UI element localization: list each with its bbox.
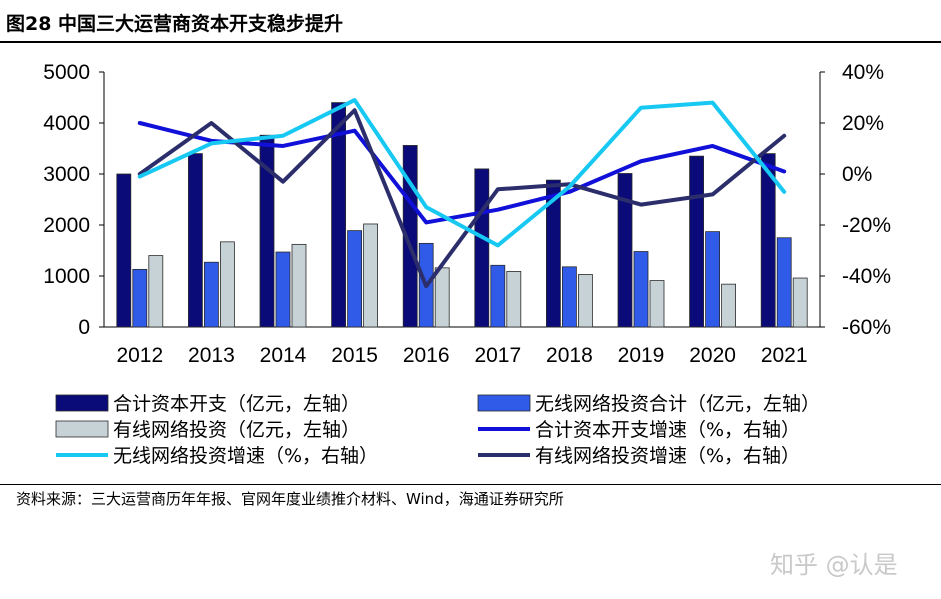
bar-series-3-bar [434,267,450,328]
bar-series-2-bar [776,237,792,328]
legend-label: 有线网络投资（亿元，左轴） [113,419,360,441]
legend-label: 合计资本开支增速（%，右轴） [535,419,800,441]
bar-series-2-bar [490,264,506,328]
category-label: 2020 [689,344,736,367]
line-series-3 [137,108,787,289]
category-label: 2015 [331,344,378,367]
source-divider [0,484,941,485]
legend-label: 无线网络投资合计（亿元，左轴） [535,393,820,415]
left-tick-label: 3000 [43,163,90,186]
category-label: 2013 [188,344,235,367]
bar-series-2-bar [633,251,649,328]
bar-series-2-bar [705,231,720,328]
bar-series-3-bar [649,280,665,328]
right-tick-label: -60% [842,316,891,339]
bar-series-3-bar [219,241,235,328]
right-tick-label: -40% [842,265,891,288]
bar-series-3-bar [363,223,379,328]
bar-series-3-bar [792,277,808,328]
bar-series-3-bar [291,243,307,328]
category-label: 2017 [474,344,521,367]
left-tick-label: 2000 [43,214,90,237]
right-tick-label: 20% [842,112,884,135]
left-tick-label: 1000 [43,265,90,288]
left-tick-label: 0 [78,316,90,339]
bar-series-1-bar [331,102,347,328]
category-label: 2014 [260,344,307,367]
legend-swatch [55,394,109,412]
bar-series-2-bar [347,230,363,328]
category-label: 2016 [403,344,450,367]
bar-series-3-bar [721,283,736,328]
legend-swatch [55,420,109,438]
figure-title: 图28 中国三大运营商资本开支稳步提升 [6,13,344,35]
bar-series-1-bar [116,173,132,328]
bar-series-2-bar [203,261,219,328]
bar-series-3-bar [578,274,593,328]
category-label: 2021 [761,344,808,367]
bar-series-1-bar [617,173,633,328]
bar-series-2-bar [275,251,291,328]
watermark: 知乎 @认是 [770,551,898,579]
line-series-2 [137,98,787,248]
bar-series-1-bar [760,153,776,328]
source-note: 资料来源：三大运营商历年年报、官网年度业绩推介材料、Wind，海通证券研究所 [16,490,564,508]
category-label: 2019 [618,344,665,367]
capex-combo-chart: 0 1000 2000 3000 4000 5000 -60% -40% -20% 0% 20% 40… [43,61,891,467]
line-series-1 [137,121,787,225]
bar-series-1-bar [259,134,275,328]
category-label: 2018 [546,344,593,367]
legend-label: 有线网络投资增速（%，右轴） [535,445,800,467]
legend-swatch [477,394,531,412]
right-tick-label: 40% [842,61,884,84]
bar-series-3-bar [506,271,522,328]
bar-series-1-bar [546,179,561,328]
category-label: 2012 [116,344,163,367]
left-tick-label: 5000 [43,61,90,84]
bar-series-1-bar [187,153,203,328]
bar-series-2-bar [132,268,148,328]
legend-label: 合计资本开支（亿元，左轴） [113,393,360,415]
right-tick-label: 0% [842,163,872,186]
bar-series-2-bar [562,266,577,328]
legend-label: 无线网络投资增速（%，右轴） [113,445,378,467]
title-divider [0,41,941,43]
right-tick-label: -20% [842,214,891,237]
bar-series-1-bar [474,168,490,328]
bar-series-3-bar [148,255,164,328]
bar-series-1-bar [689,155,704,328]
left-tick-label: 4000 [43,112,90,135]
